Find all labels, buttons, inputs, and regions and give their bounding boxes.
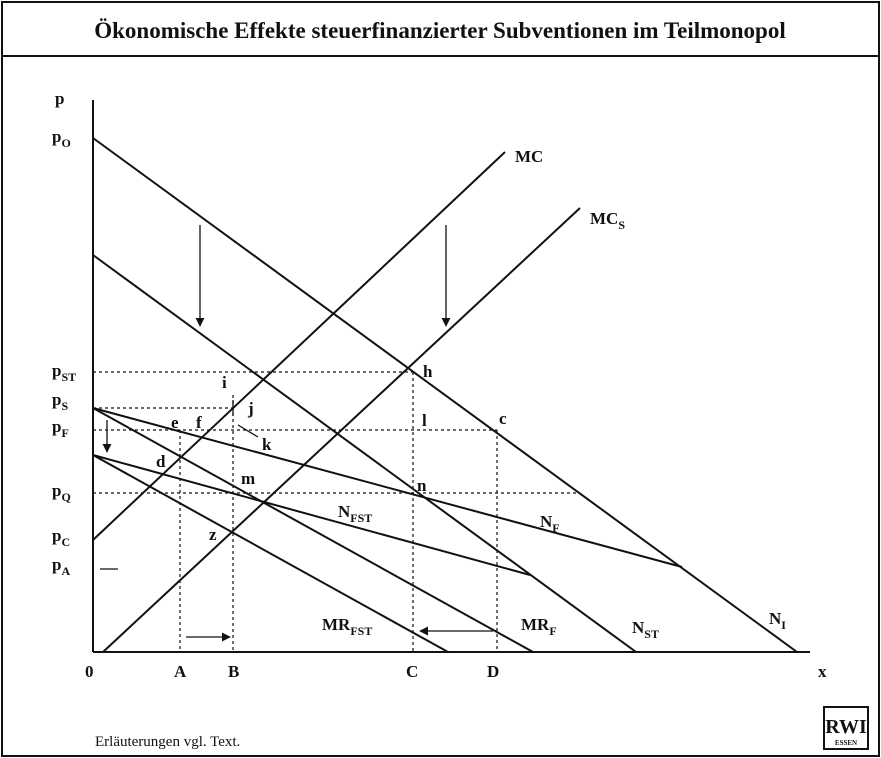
- label: p: [52, 361, 61, 380]
- label: p: [52, 390, 61, 409]
- shape: NST: [632, 618, 659, 641]
- label: F: [552, 521, 559, 535]
- label: f: [196, 413, 202, 432]
- label: O: [61, 136, 70, 150]
- logo: RWI ESSEN: [823, 706, 869, 750]
- shape: MRFST: [322, 615, 372, 638]
- label: A: [61, 564, 70, 578]
- label: ST: [61, 370, 76, 384]
- label: MR: [322, 615, 351, 634]
- shape: [237, 424, 259, 438]
- origin-label: 0: [85, 662, 94, 681]
- shape: NFST: [338, 502, 372, 525]
- label: B: [228, 662, 239, 681]
- shape: pQ: [52, 481, 71, 504]
- price-labels: pO pST pS pF pQ pC pA: [52, 127, 76, 578]
- point-labels: i j e f k d m l h c n z: [156, 362, 507, 544]
- label: S: [61, 399, 68, 413]
- label: l: [422, 411, 427, 430]
- label: MC: [515, 147, 543, 166]
- shape: [92, 151, 506, 541]
- shape: [92, 137, 798, 653]
- label: RWI: [825, 716, 867, 738]
- label: F: [61, 426, 68, 440]
- label: h: [423, 362, 433, 381]
- label: A: [174, 662, 187, 681]
- label: D: [487, 662, 499, 681]
- label: k: [262, 435, 272, 454]
- label: N: [338, 502, 351, 521]
- label: FST: [350, 624, 372, 638]
- label: N: [632, 618, 645, 637]
- label: N: [540, 512, 553, 531]
- label: d: [156, 452, 166, 471]
- label: p: [52, 555, 61, 574]
- label: Q: [61, 490, 70, 504]
- quantity-labels: A B C D: [174, 662, 499, 681]
- shape: [92, 407, 534, 653]
- shape: NF: [540, 512, 560, 535]
- dashed-guides: [93, 371, 580, 652]
- shape: MC: [515, 147, 543, 166]
- label: m: [241, 469, 255, 488]
- shape: pO: [52, 127, 71, 150]
- label: MC: [590, 209, 618, 228]
- shape: [92, 407, 683, 568]
- y-axis-label: p: [55, 89, 64, 108]
- shape: [93, 371, 580, 652]
- label: S: [618, 218, 625, 232]
- shape: pC: [52, 526, 70, 549]
- label: N: [769, 609, 782, 628]
- shape: [102, 207, 581, 653]
- label: C: [61, 535, 70, 549]
- shape: NI: [769, 609, 786, 632]
- label: ST: [644, 627, 659, 641]
- curves: [92, 137, 798, 653]
- label: p: [52, 127, 61, 146]
- label: i: [222, 373, 227, 392]
- curve-labels: MC MCS NFST NF MRFST MRF NST NI: [322, 147, 786, 641]
- shape: pS: [52, 390, 68, 413]
- shape: [823, 706, 869, 750]
- title: Ökonomische Effekte steuerfinanzierter S…: [94, 18, 786, 43]
- label: n: [417, 476, 427, 495]
- axes: [92, 100, 810, 653]
- label: C: [406, 662, 418, 681]
- label: p: [52, 481, 61, 500]
- label: MR: [521, 615, 550, 634]
- shape: pST: [52, 361, 76, 384]
- label: p: [52, 417, 61, 436]
- label: p: [52, 526, 61, 545]
- arrows: [102, 225, 493, 642]
- footnote: Erläuterungen vgl. Text.: [95, 734, 240, 750]
- shape: MRF: [521, 615, 557, 638]
- shape: [92, 454, 449, 653]
- shape: MCS: [590, 209, 625, 232]
- label: I: [781, 618, 786, 632]
- shape: [92, 454, 531, 576]
- label: c: [499, 409, 507, 428]
- shape: [92, 254, 637, 653]
- label: F: [549, 624, 556, 638]
- label: z: [209, 525, 217, 544]
- label: j: [247, 399, 254, 418]
- label: ESSEN: [835, 739, 857, 747]
- shape: pA: [52, 555, 70, 578]
- label: e: [171, 413, 179, 432]
- shape: pF: [52, 417, 69, 440]
- label: FST: [350, 511, 372, 525]
- x-axis-label: x: [818, 662, 827, 681]
